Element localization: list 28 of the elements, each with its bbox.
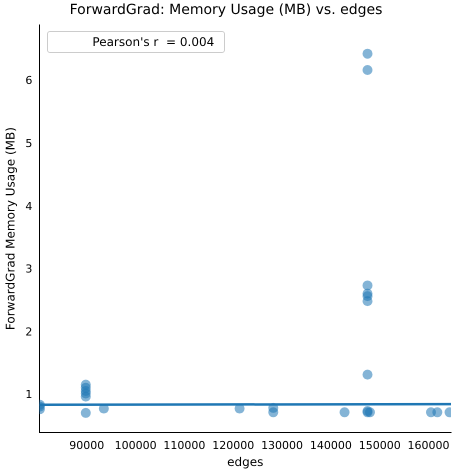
point bbox=[362, 370, 373, 380]
x-tick-label: 140000 bbox=[310, 438, 352, 452]
x-tick-label: 110000 bbox=[163, 438, 206, 452]
chart-title: ForwardGrad: Memory Usage (MB) vs. edges bbox=[70, 2, 382, 18]
x-axis-title: edges bbox=[227, 454, 264, 469]
x-tick-label: 120000 bbox=[212, 438, 254, 452]
y-tick-label: 1 bbox=[25, 388, 32, 402]
x-tick-label: 100000 bbox=[114, 438, 157, 452]
x-tick-label: 90000 bbox=[69, 438, 104, 452]
x-tick-label: 160000 bbox=[408, 438, 450, 452]
x-tick-label: 150000 bbox=[358, 438, 401, 452]
annotation: Pearson's r = 0.004 bbox=[92, 34, 214, 49]
point bbox=[340, 407, 350, 418]
point bbox=[362, 48, 373, 59]
y-tick-label: 3 bbox=[25, 262, 32, 276]
y-axis-title: ForwardGrad Memory Usage (MB) bbox=[3, 127, 18, 330]
x-tick-label: 130000 bbox=[261, 438, 304, 452]
point bbox=[362, 280, 373, 290]
y-tick-label: 4 bbox=[25, 200, 32, 213]
point bbox=[80, 408, 91, 418]
y-tick-label: 6 bbox=[25, 74, 32, 88]
point bbox=[432, 407, 442, 418]
point bbox=[80, 392, 91, 402]
point bbox=[362, 65, 373, 76]
point bbox=[362, 296, 373, 306]
y-tick-label: 2 bbox=[25, 325, 32, 338]
legend-frame: Pearson's r = 0.004 bbox=[47, 30, 226, 53]
y-tick-label: 5 bbox=[25, 136, 32, 150]
